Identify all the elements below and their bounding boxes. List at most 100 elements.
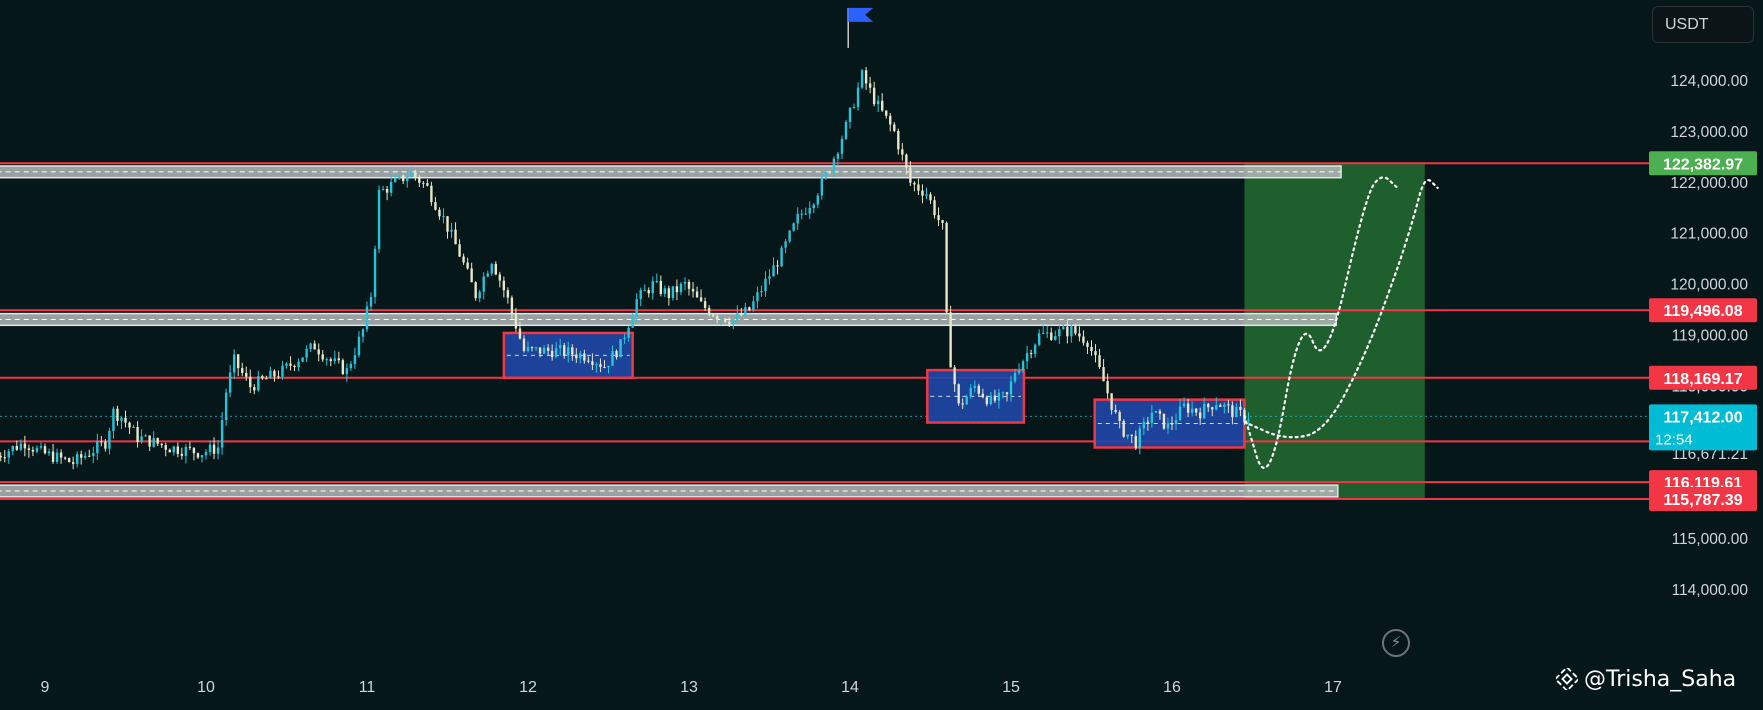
candle-body bbox=[249, 376, 252, 388]
y-tick-label: 122,000.00 bbox=[1670, 175, 1748, 192]
candle-body bbox=[385, 188, 389, 193]
candle-body bbox=[1102, 367, 1105, 382]
candle-body bbox=[418, 176, 421, 183]
candle-body bbox=[241, 368, 244, 373]
candle-body bbox=[1122, 420, 1125, 437]
candle-body bbox=[1194, 408, 1198, 413]
y-tick-label: 119,000.00 bbox=[1672, 328, 1749, 345]
candle-body bbox=[973, 385, 976, 388]
candle-body bbox=[925, 194, 928, 196]
candle-body bbox=[144, 435, 147, 437]
candle-body bbox=[715, 316, 719, 320]
flag-icon[interactable] bbox=[847, 7, 874, 48]
price-badge-5[interactable]: 115,787.39 bbox=[1649, 487, 1757, 512]
candle-body bbox=[172, 446, 175, 453]
lightning-icon[interactable]: ⚡ bbox=[1382, 629, 1410, 657]
candle-body bbox=[675, 286, 679, 293]
candle-body bbox=[897, 130, 900, 150]
candle-body bbox=[655, 280, 658, 282]
candle-body bbox=[1166, 423, 1170, 429]
candle-body bbox=[1086, 342, 1089, 347]
candle-body bbox=[309, 343, 312, 349]
price-badge-1[interactable]: 122,382.97 bbox=[1649, 151, 1757, 176]
y-tick-label: 120,000.00 bbox=[1670, 277, 1748, 294]
consolidation-box-2[interactable] bbox=[926, 368, 1026, 424]
candle-body bbox=[1186, 403, 1190, 413]
watermark-text: @Trisha_Saha bbox=[1584, 666, 1737, 692]
candle-body bbox=[224, 392, 228, 421]
candle-body bbox=[808, 208, 811, 214]
projection-path-1[interactable] bbox=[1243, 176, 1399, 469]
candle-body bbox=[1130, 434, 1133, 436]
candle-body bbox=[804, 213, 807, 215]
candle-body bbox=[462, 256, 465, 263]
candle-body bbox=[19, 443, 23, 450]
candle-body bbox=[398, 175, 401, 178]
candle-body bbox=[1009, 381, 1013, 395]
sr-zone-2[interactable] bbox=[0, 312, 1337, 327]
candle-body bbox=[1078, 333, 1081, 337]
candle-body bbox=[683, 281, 687, 284]
candle-body bbox=[1062, 326, 1065, 330]
candle-body bbox=[269, 370, 272, 379]
candle-body bbox=[856, 87, 860, 108]
x-tick-label: 9 bbox=[41, 679, 50, 696]
candle-body bbox=[1170, 423, 1174, 425]
candle-body bbox=[494, 263, 497, 275]
candle-body bbox=[474, 282, 477, 299]
candle-body bbox=[1174, 420, 1178, 425]
candle-body bbox=[901, 149, 904, 155]
candle-body bbox=[571, 347, 574, 355]
candle-body bbox=[764, 278, 767, 291]
target-zone[interactable] bbox=[1244, 163, 1425, 500]
candle-body bbox=[446, 216, 449, 232]
candle-body bbox=[23, 443, 27, 449]
projection-path-2[interactable] bbox=[1243, 179, 1439, 439]
candle-body bbox=[478, 291, 481, 299]
candle-body bbox=[333, 358, 336, 362]
price-badge-3[interactable]: 118,169.17 bbox=[1649, 365, 1757, 390]
candle-body bbox=[848, 107, 852, 122]
candle-body bbox=[88, 455, 91, 457]
candle-body bbox=[337, 358, 341, 361]
candle-body bbox=[1178, 406, 1182, 421]
candle-body bbox=[414, 171, 417, 177]
candle-body bbox=[732, 320, 735, 325]
candle-body bbox=[575, 354, 578, 359]
candle-body bbox=[361, 329, 365, 337]
price-badge-2[interactable]: 119,496.08 bbox=[1649, 298, 1757, 323]
candle-body bbox=[281, 365, 284, 377]
candle-body bbox=[1090, 346, 1093, 352]
candle-body bbox=[132, 426, 135, 428]
candle-body bbox=[317, 349, 320, 355]
candle-body bbox=[148, 435, 151, 447]
candle-body bbox=[80, 454, 83, 458]
candle-body bbox=[63, 457, 67, 459]
sr-zone-3[interactable] bbox=[0, 484, 1339, 498]
candle-body bbox=[1082, 336, 1085, 343]
candle-body bbox=[293, 365, 296, 368]
candle-body bbox=[377, 189, 381, 249]
candle-body bbox=[772, 265, 775, 277]
candle-body bbox=[104, 441, 107, 449]
candle-body bbox=[1046, 332, 1049, 334]
currency-selector[interactable]: USDT bbox=[1652, 6, 1754, 43]
candle-body bbox=[1050, 332, 1053, 340]
candle-body bbox=[402, 175, 405, 182]
candle-body bbox=[913, 182, 916, 185]
candle-body bbox=[152, 438, 155, 447]
x-tick-label: 17 bbox=[1324, 679, 1342, 696]
candle-body bbox=[188, 446, 192, 448]
current-price-badge[interactable]: 117,412.00 12:54 bbox=[1649, 404, 1757, 451]
candle-body bbox=[740, 313, 743, 316]
candle-body bbox=[695, 291, 699, 298]
candle-body bbox=[1114, 409, 1117, 413]
candle-body bbox=[1150, 412, 1154, 423]
candle-body bbox=[321, 354, 324, 360]
candle-body bbox=[1058, 329, 1061, 337]
candle-body bbox=[1227, 404, 1230, 406]
candle-body bbox=[67, 458, 71, 463]
candle-body bbox=[1134, 435, 1137, 449]
